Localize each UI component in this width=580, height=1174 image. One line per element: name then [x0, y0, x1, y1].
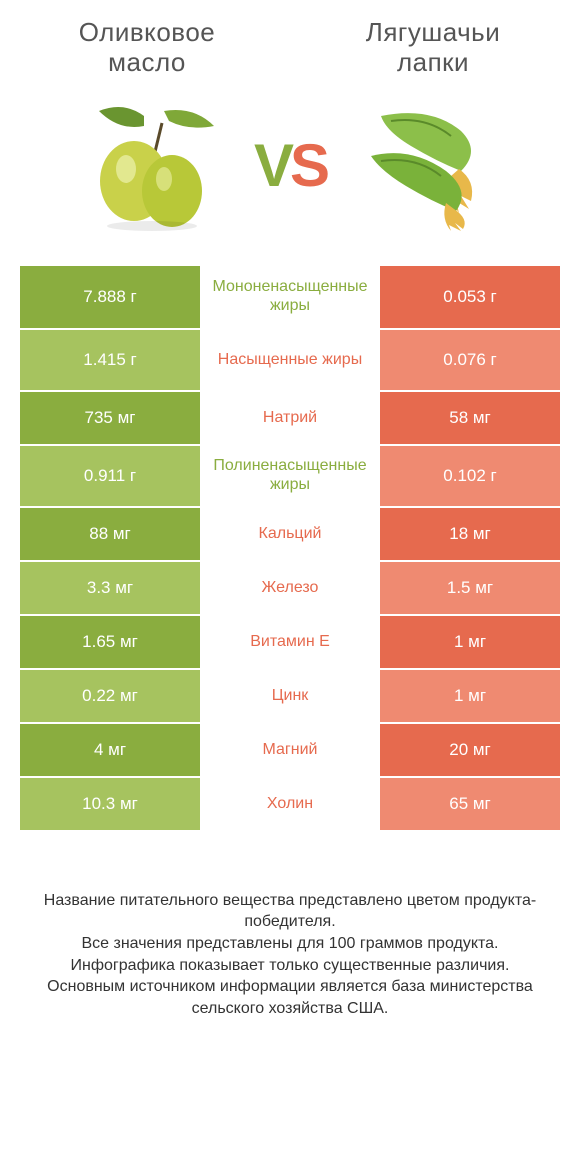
cell-nutrient-label: Натрий — [200, 392, 380, 444]
cell-right-value: 0.053 г — [380, 266, 560, 328]
footer-line3: Инфографика показывает только существенн… — [24, 955, 556, 977]
footer-line2: Все значения представлены для 100 граммо… — [24, 933, 556, 955]
cell-right-value: 65 мг — [380, 778, 560, 830]
table-row: 7.888 гМононенасыщенные жиры0.053 г — [20, 266, 560, 328]
cell-left-value: 0.22 мг — [20, 670, 200, 722]
header-left: Оливковое масло — [30, 18, 264, 78]
cell-nutrient-label: Мононенасыщенные жиры — [200, 266, 380, 328]
cell-left-value: 4 мг — [20, 724, 200, 776]
vs-v: V — [254, 132, 290, 199]
cell-nutrient-label: Полиненасыщенные жиры — [200, 446, 380, 506]
table-row: 0.911 гПолиненасыщенные жиры0.102 г — [20, 444, 560, 506]
cell-nutrient-label: Холин — [200, 778, 380, 830]
cell-right-value: 58 мг — [380, 392, 560, 444]
header-left-line1: Оливковое — [30, 18, 264, 48]
cell-left-value: 735 мг — [20, 392, 200, 444]
cell-left-value: 0.911 г — [20, 446, 200, 506]
cell-nutrient-label: Насыщенные жиры — [200, 330, 380, 390]
cell-left-value: 10.3 мг — [20, 778, 200, 830]
cell-right-value: 1.5 мг — [380, 562, 560, 614]
cell-right-value: 18 мг — [380, 508, 560, 560]
cell-nutrient-label: Магний — [200, 724, 380, 776]
vs-row: VS — [0, 86, 580, 266]
table-row: 3.3 мгЖелезо1.5 мг — [20, 560, 560, 614]
cell-left-value: 1.415 г — [20, 330, 200, 390]
cell-nutrient-label: Железо — [200, 562, 380, 614]
table-row: 735 мгНатрий58 мг — [20, 390, 560, 444]
table-row: 1.65 мгВитамин E1 мг — [20, 614, 560, 668]
cell-right-value: 1 мг — [380, 670, 560, 722]
footer-notes: Название питательного вещества представл… — [0, 890, 580, 1020]
cell-left-value: 7.888 г — [20, 266, 200, 328]
frog-legs-icon — [336, 96, 516, 236]
comparison-table: 7.888 гМононенасыщенные жиры0.053 г1.415… — [20, 266, 560, 830]
cell-right-value: 0.102 г — [380, 446, 560, 506]
table-row: 1.415 гНасыщенные жиры0.076 г — [20, 328, 560, 390]
header-right: Лягушачьи лапки — [316, 18, 550, 78]
cell-nutrient-label: Витамин E — [200, 616, 380, 668]
cell-right-value: 0.076 г — [380, 330, 560, 390]
table-row: 0.22 мгЦинк1 мг — [20, 668, 560, 722]
cell-left-value: 1.65 мг — [20, 616, 200, 668]
cell-nutrient-label: Кальций — [200, 508, 380, 560]
header-right-line1: Лягушачьи — [316, 18, 550, 48]
header-right-line2: лапки — [316, 48, 550, 78]
footer-line4: Основным источником информации является … — [24, 976, 556, 1019]
cell-right-value: 20 мг — [380, 724, 560, 776]
table-row: 4 мгМагний20 мг — [20, 722, 560, 776]
vs-s: S — [290, 132, 326, 199]
table-row: 10.3 мгХолин65 мг — [20, 776, 560, 830]
cell-right-value: 1 мг — [380, 616, 560, 668]
footer-line1: Название питательного вещества представл… — [24, 890, 556, 933]
table-row: 88 мгКальций18 мг — [20, 506, 560, 560]
header-left-line2: масло — [30, 48, 264, 78]
cell-left-value: 3.3 мг — [20, 562, 200, 614]
header: Оливковое масло Лягушачьи лапки — [0, 0, 580, 86]
cell-left-value: 88 мг — [20, 508, 200, 560]
olive-icon — [64, 96, 244, 236]
cell-nutrient-label: Цинк — [200, 670, 380, 722]
vs-label: VS — [254, 131, 326, 200]
